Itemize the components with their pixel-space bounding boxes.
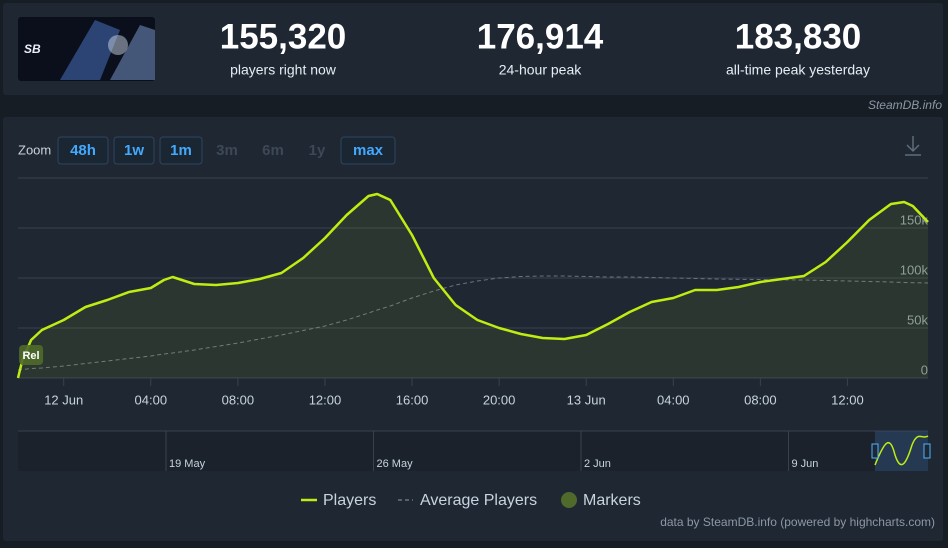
y-tick-label: 100k [900,262,929,277]
zoom-button-label: 3m [216,142,238,159]
zoom-button-label: 6m [262,142,284,159]
marker [19,345,44,365]
navigator-label: 9 Jun [792,458,819,470]
zoom-button-label[interactable]: 48h [70,142,96,159]
zoom-label: Zoom [18,142,51,157]
zoom-button-label[interactable]: max [353,142,384,159]
x-tick-label: 08:00 [222,392,255,407]
x-tick-label: 12 Jun [44,392,83,407]
zoom-button-label[interactable]: 1w [124,142,144,159]
x-tick-label: 20:00 [483,392,516,407]
zoom-button-label: 1y [309,142,326,159]
zoom-button[interactable] [57,136,109,165]
legend-label: Players [323,492,376,509]
legend-label: Markers [583,492,641,509]
x-tick-label: 12:00 [831,392,864,407]
stat-label: players right now [230,62,337,78]
navigator-label: 26 May [377,458,414,470]
x-tick-label: 08:00 [744,392,777,407]
stat-label: all-time peak yesterday [726,62,870,78]
credits: data by SteamDB.info (powered by highcha… [660,515,935,529]
navigator-label: 19 May [169,458,206,470]
navigator-handle[interactable] [871,443,879,459]
x-tick-label: 04:00 [657,392,690,407]
navigator-label: 2 Jun [584,458,611,470]
zoom-button[interactable] [159,136,203,165]
y-tick-label: 0 [921,362,928,377]
stat-label: 24-hour peak [499,62,583,78]
navigator [18,431,928,471]
svg-text:SB: SB [24,42,41,56]
x-tick-label: 16:00 [396,392,429,407]
x-tick-label: 12:00 [309,392,342,407]
marker-label: Rel [22,350,39,362]
download-icon[interactable] [905,136,921,156]
series-line [16,192,929,379]
x-tick-label: 04:00 [135,392,168,407]
legend-label: Average Players [420,492,537,509]
source: SteamDB.info [868,98,942,112]
navigator-line [874,435,929,466]
zoom-button-label[interactable]: 1m [170,142,192,159]
legend-swatch [561,492,577,508]
area [18,194,928,378]
stat-value: 155,320 [220,17,347,56]
stat-value: 176,914 [477,17,604,56]
zoom-button[interactable] [340,136,396,165]
series-line [17,275,929,371]
stat-value: 183,830 [735,17,862,56]
x-tick-label: 13 Jun [567,392,606,407]
game-image: SB [18,17,155,81]
y-tick-label: 50k [907,312,928,327]
zoom-button[interactable] [113,136,155,165]
navigator-handle[interactable] [923,443,931,459]
stats-card [3,3,943,95]
